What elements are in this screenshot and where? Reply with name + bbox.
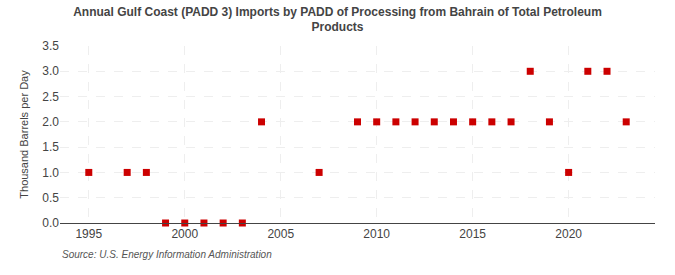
svg-text:2.0: 2.0: [42, 115, 59, 129]
svg-text:1.5: 1.5: [42, 140, 59, 154]
svg-text:2010: 2010: [363, 227, 390, 241]
svg-text:2015: 2015: [459, 227, 486, 241]
svg-text:2020: 2020: [555, 227, 582, 241]
svg-text:2.5: 2.5: [42, 90, 59, 104]
svg-text:0.5: 0.5: [42, 191, 59, 205]
svg-text:2000: 2000: [171, 227, 198, 241]
svg-text:2005: 2005: [267, 227, 294, 241]
svg-text:1995: 1995: [75, 227, 102, 241]
svg-text:Thousand Barrels per Day: Thousand Barrels per Day: [18, 70, 30, 199]
svg-text:3.5: 3.5: [42, 39, 59, 53]
svg-text:Source: U.S. Energy Informatio: Source: U.S. Energy Information Administ…: [62, 249, 272, 260]
svg-text:3.0: 3.0: [42, 64, 59, 78]
svg-text:Annual Gulf Coast (PADD 3) Imp: Annual Gulf Coast (PADD 3) Imports by PA…: [73, 5, 602, 35]
svg-text:0.0: 0.0: [42, 216, 59, 230]
svg-text:1.0: 1.0: [42, 166, 59, 180]
